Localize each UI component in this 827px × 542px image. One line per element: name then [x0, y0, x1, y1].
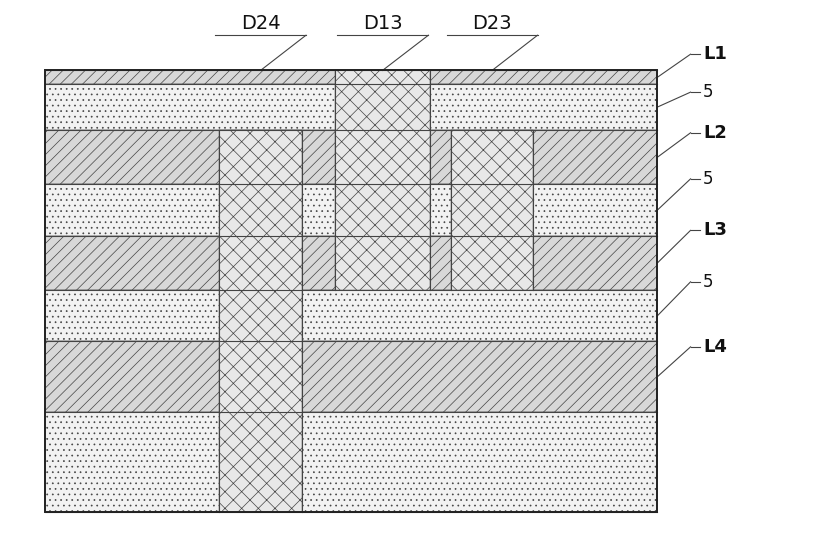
Text: 5: 5: [703, 170, 714, 188]
Text: L4: L4: [703, 338, 727, 356]
Bar: [335, 70, 430, 290]
Text: D13: D13: [363, 14, 403, 33]
Text: L1: L1: [703, 45, 727, 63]
Bar: [45, 70, 657, 84]
Text: D24: D24: [241, 14, 280, 33]
Bar: [45, 184, 657, 236]
Text: D23: D23: [472, 14, 512, 33]
Text: 5: 5: [703, 273, 714, 291]
Bar: [451, 130, 533, 290]
Bar: [45, 84, 657, 130]
Bar: [45, 130, 657, 184]
Bar: [219, 130, 302, 512]
Bar: [335, 70, 430, 290]
Bar: [45, 290, 657, 341]
Text: 5: 5: [703, 83, 714, 101]
Text: L3: L3: [703, 221, 727, 240]
Bar: [45, 412, 657, 512]
Bar: [45, 236, 657, 290]
Bar: [45, 341, 657, 412]
Bar: [219, 130, 302, 512]
Bar: [451, 130, 533, 290]
Text: L2: L2: [703, 124, 727, 142]
Bar: [45, 70, 657, 512]
